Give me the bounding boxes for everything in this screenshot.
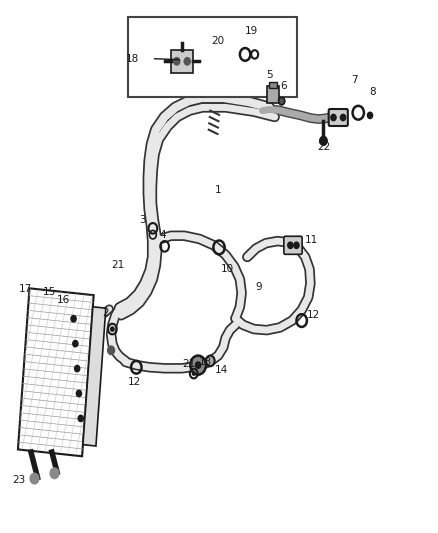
Circle shape <box>206 356 215 366</box>
FancyBboxPatch shape <box>328 109 348 126</box>
Text: 22: 22 <box>317 142 330 152</box>
Circle shape <box>279 98 285 105</box>
Bar <box>171 50 193 73</box>
Circle shape <box>71 316 76 322</box>
Text: 5: 5 <box>266 70 272 79</box>
Text: 1: 1 <box>215 184 222 195</box>
Circle shape <box>174 58 180 65</box>
Circle shape <box>73 341 78 347</box>
Circle shape <box>192 372 195 375</box>
Text: 18: 18 <box>126 54 139 63</box>
Text: 4: 4 <box>159 230 166 240</box>
Circle shape <box>108 346 115 354</box>
Circle shape <box>184 58 190 65</box>
Circle shape <box>74 366 80 372</box>
Circle shape <box>340 114 346 120</box>
Text: 2: 2 <box>102 308 109 318</box>
Circle shape <box>331 114 336 120</box>
Text: 19: 19 <box>245 26 258 36</box>
Bar <box>127 17 297 97</box>
FancyBboxPatch shape <box>284 236 302 254</box>
Circle shape <box>76 390 81 397</box>
Circle shape <box>50 468 59 479</box>
Text: 16: 16 <box>57 295 70 305</box>
Circle shape <box>111 327 114 331</box>
Text: 23: 23 <box>12 475 25 485</box>
Text: 13: 13 <box>198 357 212 367</box>
Polygon shape <box>83 307 106 446</box>
Circle shape <box>288 242 293 248</box>
Circle shape <box>294 242 299 248</box>
Text: 6: 6 <box>280 81 287 91</box>
Text: 20: 20 <box>212 36 225 46</box>
Bar <box>267 86 279 103</box>
Text: 3: 3 <box>140 215 146 225</box>
Circle shape <box>320 136 327 145</box>
Text: 12: 12 <box>127 377 141 387</box>
Circle shape <box>30 473 39 484</box>
Circle shape <box>195 362 201 368</box>
Polygon shape <box>18 288 94 456</box>
Text: 14: 14 <box>215 365 228 375</box>
Text: 9: 9 <box>256 281 262 292</box>
Text: 10: 10 <box>221 264 234 274</box>
Circle shape <box>190 356 206 375</box>
Text: 12: 12 <box>307 310 321 320</box>
Bar <box>268 82 277 88</box>
Circle shape <box>367 112 373 118</box>
Circle shape <box>78 415 83 422</box>
Text: 21: 21 <box>182 359 195 369</box>
Text: 7: 7 <box>351 75 358 85</box>
Text: 11: 11 <box>305 235 318 245</box>
Text: 21: 21 <box>111 261 125 270</box>
Text: 15: 15 <box>42 287 56 297</box>
Text: 8: 8 <box>369 86 375 96</box>
Text: 17: 17 <box>19 284 32 294</box>
